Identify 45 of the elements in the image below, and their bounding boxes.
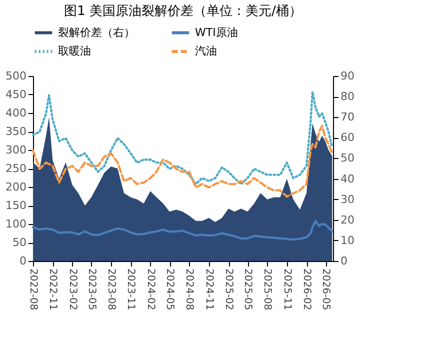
x-tick-label: 2024-02 bbox=[144, 268, 156, 310]
y-tick-label: 300 bbox=[6, 144, 26, 156]
x-tick-label: 2022-11 bbox=[47, 268, 58, 310]
x-tick-label: 2023-08 bbox=[105, 268, 116, 310]
legend-label: 汽油 bbox=[195, 44, 217, 58]
y-tick-label: 250 bbox=[6, 162, 26, 175]
x-tick-label: 2026-02 bbox=[301, 268, 312, 310]
y2-tick-label: 0 bbox=[340, 254, 348, 268]
y-tick-label: 0 bbox=[20, 254, 26, 268]
y2-tick-label: 40 bbox=[340, 172, 354, 186]
x-tick-label: 2025-08 bbox=[262, 268, 273, 310]
x-tick-label: 2025-11 bbox=[281, 268, 292, 310]
y2-tick-label: 60 bbox=[340, 131, 354, 144]
x-tick-label: 2024-08 bbox=[184, 268, 195, 310]
y2-tick-label: 90 bbox=[340, 70, 354, 82]
x-tick-label: 2026-05 bbox=[320, 268, 332, 310]
y-tick-label: 500 bbox=[6, 70, 26, 82]
x-tick-label: 2022-08 bbox=[28, 268, 38, 310]
legend-label: 裂解价差（右） bbox=[58, 26, 135, 39]
line-series bbox=[32, 124, 334, 198]
x-tick-label: 2023-11 bbox=[125, 268, 136, 310]
y2-tick-label: 70 bbox=[340, 110, 354, 124]
x-tick-label: 2023-02 bbox=[66, 268, 78, 310]
y2-tick-label: 80 bbox=[340, 90, 354, 104]
y-tick-label: 200 bbox=[6, 180, 26, 194]
x-tick-label: 2023-05 bbox=[86, 268, 97, 310]
y-tick-label: 400 bbox=[6, 106, 26, 120]
line-series bbox=[32, 220, 334, 241]
y2-tick-label: 10 bbox=[340, 234, 354, 247]
x-tick-label: 2025-05 bbox=[242, 268, 254, 310]
y2-tick-label: 20 bbox=[340, 213, 354, 226]
y2-tick-label: 50 bbox=[340, 152, 354, 165]
y-tick-label: 150 bbox=[6, 199, 26, 212]
y-tick-label: 350 bbox=[6, 125, 26, 138]
y2-tick-label: 30 bbox=[340, 192, 354, 206]
x-tick-label: 2025-02 bbox=[223, 268, 234, 310]
x-tick-label: 2024-05 bbox=[164, 268, 176, 310]
y-tick-label: 100 bbox=[6, 218, 26, 230]
legend-label: WTI原油 bbox=[195, 26, 238, 39]
x-tick-label: 2024-11 bbox=[203, 268, 214, 310]
y-tick-label: 50 bbox=[12, 236, 26, 249]
line-series bbox=[32, 90, 334, 186]
chart-title: 图1 美国原油裂解价差（单位：美元/桶） bbox=[64, 3, 302, 19]
y-tick-label: 450 bbox=[6, 88, 26, 101]
legend-label: 取暖油 bbox=[58, 44, 91, 58]
